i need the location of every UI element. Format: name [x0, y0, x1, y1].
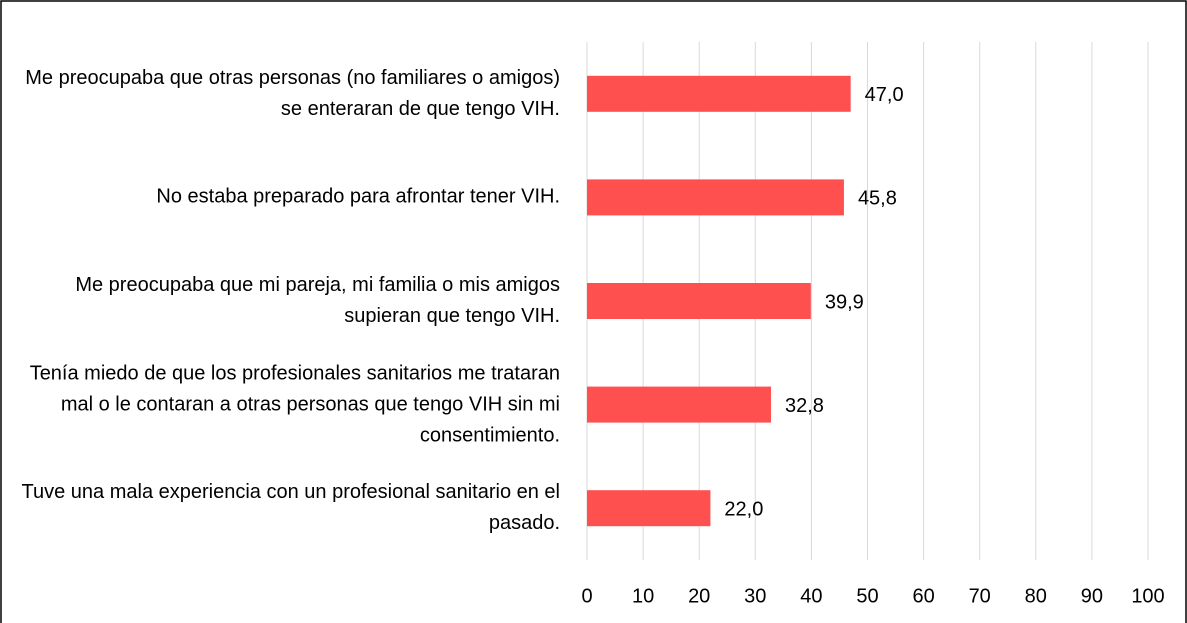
y-tick-label: Tuve una mala experiencia con un profesi… — [21, 481, 560, 535]
x-tick-label: 100 — [1131, 585, 1164, 607]
bar — [587, 179, 844, 216]
x-tick-label: 50 — [856, 585, 878, 607]
x-tick-label: 40 — [800, 585, 822, 607]
y-tick-label: No estaba preparado para afrontar tener … — [156, 185, 560, 208]
y-tick-label: Me preocupaba que otras personas (no fam… — [25, 66, 560, 120]
x-tick-label: 60 — [912, 585, 934, 607]
bar — [587, 490, 711, 527]
y-tick-label: Tenía miedo de que los profesionales san… — [29, 362, 560, 447]
value-label: 45,8 — [858, 188, 897, 210]
x-tick-label: 90 — [1081, 585, 1103, 607]
x-tick-label: 0 — [581, 585, 592, 607]
value-label: 47,0 — [865, 84, 904, 106]
value-label: 32,8 — [785, 395, 824, 417]
x-tick-label: 30 — [744, 585, 766, 607]
bar — [587, 75, 851, 112]
x-tick-label: 70 — [969, 585, 991, 607]
value-label: 22,0 — [724, 498, 763, 520]
y-tick-label: Me preocupaba que mi pareja, mi familia … — [75, 274, 560, 327]
x-tick-label: 80 — [1025, 585, 1047, 607]
bar — [587, 386, 772, 423]
value-label: 39,9 — [825, 291, 864, 313]
x-tick-label: 20 — [688, 585, 710, 607]
bar — [587, 283, 811, 319]
x-tick-label: 10 — [632, 585, 654, 607]
